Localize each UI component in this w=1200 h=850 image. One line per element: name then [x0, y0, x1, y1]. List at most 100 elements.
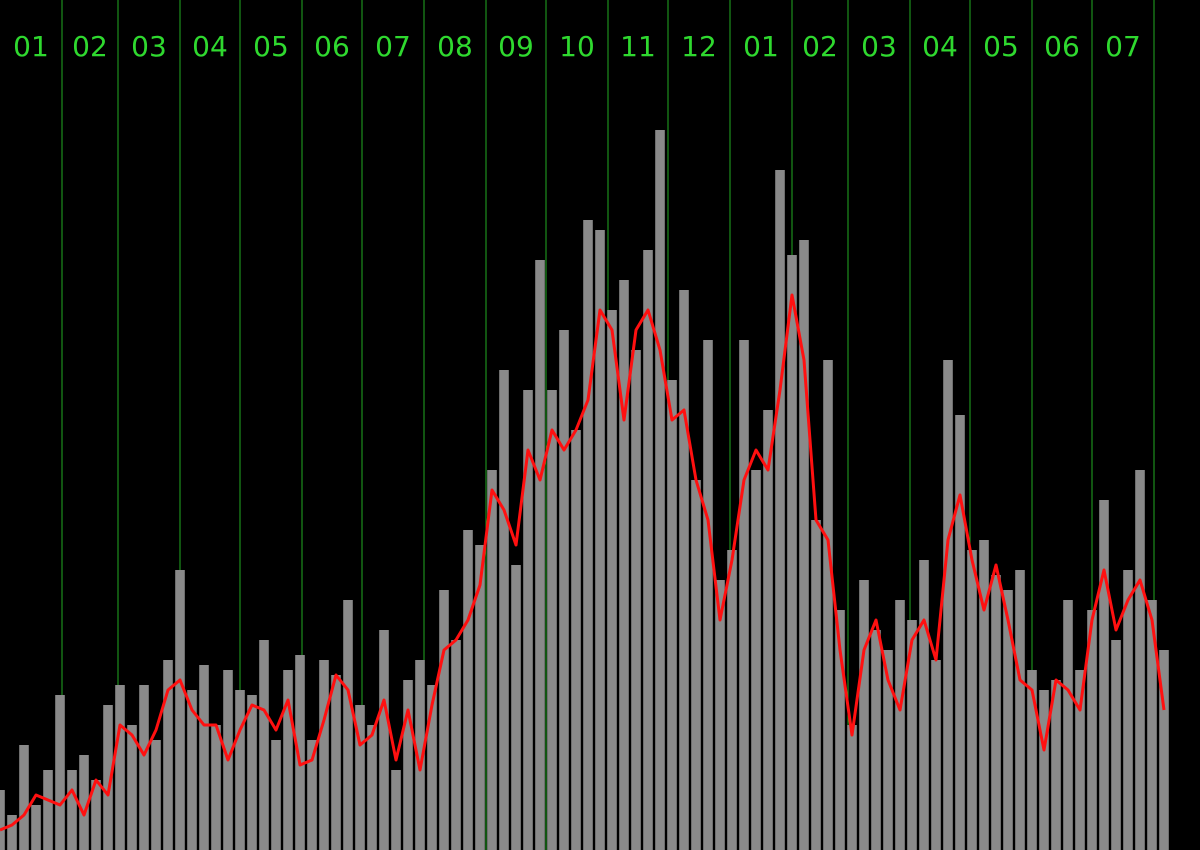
bar — [463, 530, 473, 850]
bar — [211, 725, 221, 850]
month-label: 09 — [498, 30, 534, 63]
bar — [847, 725, 857, 850]
bar — [655, 130, 665, 850]
bar — [583, 220, 593, 850]
bar — [31, 805, 41, 850]
bar — [511, 565, 521, 850]
bar — [715, 580, 725, 850]
bar — [0, 790, 5, 850]
bar — [199, 665, 209, 850]
bar — [355, 705, 365, 850]
month-label: 05 — [253, 30, 289, 63]
bar — [1027, 670, 1037, 850]
month-label: 03 — [861, 30, 897, 63]
month-label: 11 — [620, 30, 656, 63]
bar — [127, 725, 137, 850]
month-label: 10 — [559, 30, 595, 63]
bar — [823, 360, 833, 850]
bar — [595, 230, 605, 850]
bar — [931, 660, 941, 850]
bar — [523, 390, 533, 850]
bar — [1063, 600, 1073, 850]
bar — [487, 470, 497, 850]
bar — [739, 340, 749, 850]
bar — [259, 640, 269, 850]
month-label: 03 — [131, 30, 167, 63]
bar — [955, 415, 965, 850]
bar — [835, 610, 845, 850]
bar — [1099, 500, 1109, 850]
bar — [439, 590, 449, 850]
bar — [799, 240, 809, 850]
bar — [1147, 600, 1157, 850]
month-label: 01 — [13, 30, 49, 63]
month-label: 06 — [1044, 30, 1080, 63]
bar — [631, 350, 641, 850]
bar — [1003, 590, 1013, 850]
bar — [115, 685, 125, 850]
bar — [379, 630, 389, 850]
bar — [979, 540, 989, 850]
bar — [1111, 640, 1121, 850]
bar — [643, 250, 653, 850]
bar — [283, 670, 293, 850]
moving-average-line — [0, 293, 1166, 832]
bar — [907, 620, 917, 850]
bar — [235, 690, 245, 850]
bar — [391, 770, 401, 850]
month-label: 02 — [72, 30, 108, 63]
bar — [271, 740, 281, 850]
bar — [499, 370, 509, 850]
month-label: 05 — [983, 30, 1019, 63]
bar — [1075, 670, 1085, 850]
bar — [103, 705, 113, 850]
bar — [247, 695, 257, 850]
bar — [67, 770, 77, 850]
month-label: 04 — [192, 30, 228, 63]
month-label: 06 — [314, 30, 350, 63]
bar — [871, 630, 881, 850]
bar — [1087, 610, 1097, 850]
month-label: 12 — [681, 30, 717, 63]
bar — [451, 640, 461, 850]
bar — [763, 410, 773, 850]
bar — [619, 280, 629, 850]
bar — [811, 520, 821, 850]
bar — [535, 260, 545, 850]
bar — [571, 430, 581, 850]
bar — [367, 725, 377, 850]
bar — [991, 575, 1001, 850]
bar — [607, 310, 617, 850]
bar — [403, 680, 413, 850]
month-label: 07 — [375, 30, 411, 63]
bar — [1051, 680, 1061, 850]
bar — [415, 660, 425, 850]
bar — [667, 380, 677, 850]
bar — [679, 290, 689, 850]
bar — [703, 340, 713, 850]
bar — [55, 695, 65, 850]
bar — [43, 770, 53, 850]
bar — [187, 690, 197, 850]
bar — [895, 600, 905, 850]
bar — [427, 685, 437, 850]
month-label: 01 — [743, 30, 779, 63]
bar — [475, 545, 485, 850]
bar — [307, 740, 317, 850]
month-label: 08 — [437, 30, 473, 63]
bar — [163, 660, 173, 850]
bar — [775, 170, 785, 850]
bar — [151, 740, 161, 850]
bar — [139, 685, 149, 850]
bar — [859, 580, 869, 850]
bar — [727, 550, 737, 850]
bar — [19, 745, 29, 850]
bar — [919, 560, 929, 850]
bar — [883, 650, 893, 850]
bar — [175, 570, 185, 850]
bar — [559, 330, 569, 850]
bar — [343, 600, 353, 850]
bar — [967, 550, 977, 850]
